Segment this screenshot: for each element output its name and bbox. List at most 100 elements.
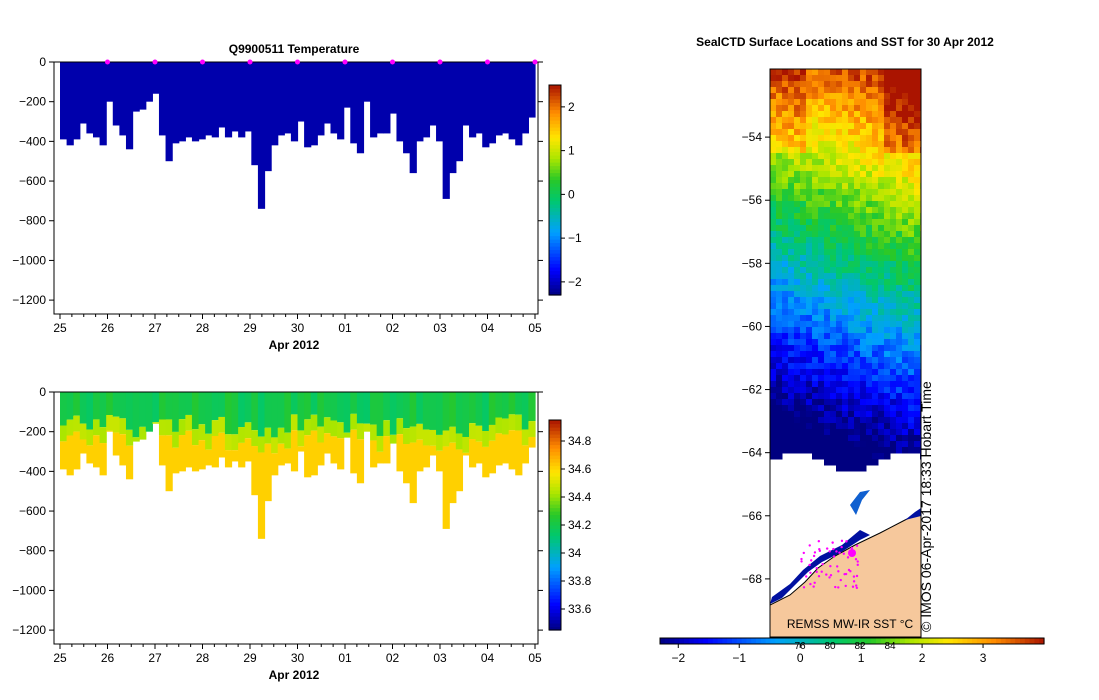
sst-cell	[800, 183, 807, 190]
sst-cell	[836, 243, 843, 250]
sst-cell	[770, 171, 777, 178]
sst-cell	[842, 369, 849, 376]
sst-cell	[866, 411, 873, 418]
sst-cell	[770, 81, 777, 88]
sst-cell	[848, 219, 855, 226]
sst-cell	[842, 381, 849, 388]
sst-cell	[848, 351, 855, 358]
salinity-profile-surface	[429, 392, 437, 430]
salinity-profile-surface	[330, 392, 338, 421]
sst-cell	[866, 363, 873, 370]
sst-cell	[818, 261, 825, 268]
sst-cell	[818, 429, 825, 436]
temperature-colorbar-swatch	[549, 235, 561, 240]
sst-cell	[890, 219, 897, 226]
sst-cell	[848, 81, 855, 88]
sst-cell	[836, 129, 843, 136]
sst-cell	[866, 93, 873, 100]
sst-cell	[818, 435, 825, 442]
temperature-profile	[515, 62, 523, 146]
temperature-x-tick-label: 27	[148, 321, 162, 335]
sst-cell	[884, 87, 891, 94]
sst-cell	[770, 273, 777, 280]
salinity-profile-deep	[125, 445, 134, 480]
sst-cell	[824, 207, 831, 214]
sst-cell	[830, 135, 837, 142]
sst-cell	[890, 237, 897, 244]
temperature-colorbar-swatch	[549, 284, 561, 289]
map-colorbar-swatch	[842, 638, 848, 644]
sst-cell	[782, 375, 789, 382]
salinity-colorbar-swatch	[549, 444, 561, 449]
sst-cell	[770, 441, 777, 448]
temperature-profile	[363, 62, 371, 102]
sst-cell	[788, 141, 795, 148]
sst-cell	[908, 87, 915, 94]
seal-location	[856, 560, 859, 563]
sst-cell	[914, 363, 921, 370]
sst-cell	[830, 87, 837, 94]
sst-cell	[848, 171, 855, 178]
sst-cell	[878, 171, 885, 178]
map-lat-tick-label: −54	[742, 130, 763, 144]
sst-cell	[782, 417, 789, 424]
sst-cell	[776, 183, 783, 190]
salinity-profile-mid	[231, 434, 239, 451]
sst-cell	[872, 339, 879, 346]
sst-cell	[800, 231, 807, 238]
temperature-colorbar-swatch	[549, 291, 561, 296]
sst-cell	[884, 225, 891, 232]
sst-cell	[902, 117, 909, 124]
sst-cell	[800, 267, 807, 274]
sst-cell	[812, 297, 819, 304]
sst-cell	[860, 411, 867, 418]
salinity-profile-mid	[112, 416, 120, 433]
sst-cell	[866, 429, 873, 436]
sst-cell	[908, 375, 915, 382]
surface-marker	[437, 59, 443, 65]
sst-cell	[806, 327, 813, 334]
sst-cell	[842, 453, 849, 460]
sst-cell	[782, 291, 789, 298]
sst-cell	[788, 261, 795, 268]
salinity-profile-deep	[370, 440, 378, 468]
sst-cell	[812, 447, 819, 454]
salinity-profile-deep	[429, 445, 437, 456]
sst-cell	[908, 123, 915, 130]
salinity-profile-surface	[152, 392, 160, 423]
sst-cell	[806, 237, 813, 244]
sst-cell	[884, 303, 891, 310]
temperature-colorbar-swatch	[549, 162, 561, 167]
sst-cell	[848, 117, 855, 124]
salinity-profile-deep	[330, 436, 338, 464]
sst-cell	[848, 189, 855, 196]
sst-cell	[806, 75, 813, 82]
sst-cell	[836, 75, 843, 82]
temperature-y-tick-label: −200	[19, 95, 46, 109]
sst-cell	[854, 273, 861, 280]
sst-cell	[896, 171, 903, 178]
sst-cell	[770, 333, 777, 340]
sst-cell	[872, 75, 879, 82]
sst-cell	[806, 225, 813, 232]
salinity-profile-deep	[158, 435, 167, 466]
sst-cell	[806, 141, 813, 148]
sst-cell	[830, 453, 837, 460]
sst-cell	[836, 309, 843, 316]
sst-cell	[788, 441, 795, 448]
salinity-profile-surface	[488, 392, 497, 425]
temperature-colorbar-swatch	[549, 106, 561, 111]
sst-cell	[914, 447, 921, 454]
map-colorbar-swatch	[804, 638, 810, 644]
sst-cell	[794, 225, 801, 232]
sst-cell	[830, 75, 837, 82]
sst-cell	[770, 153, 777, 160]
sst-cell	[812, 345, 819, 352]
sst-cell	[896, 447, 903, 454]
sst-cell	[806, 345, 813, 352]
salinity-y-tick-label: −200	[19, 425, 46, 439]
sst-cell	[800, 213, 807, 220]
sst-cell	[776, 285, 783, 292]
sst-cell	[914, 147, 921, 154]
sst-cell	[836, 279, 843, 286]
